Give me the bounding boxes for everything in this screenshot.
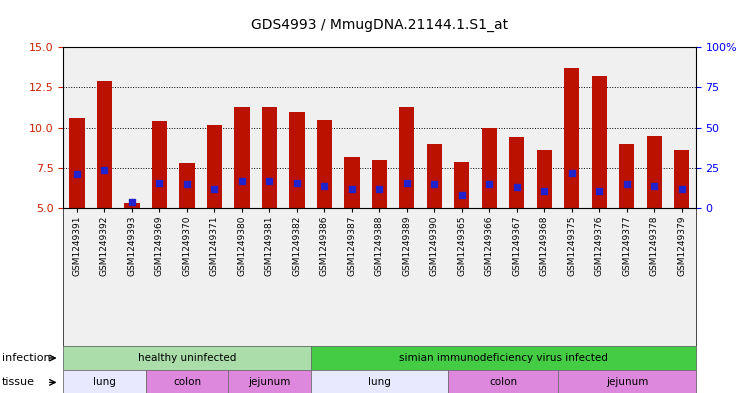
Bar <box>97 81 112 208</box>
Point <box>318 183 330 189</box>
Point <box>621 181 633 187</box>
Text: GSM1249391: GSM1249391 <box>72 215 82 275</box>
Text: tissue: tissue <box>2 377 35 387</box>
Text: GSM1249368: GSM1249368 <box>540 215 549 275</box>
Bar <box>537 150 552 208</box>
Text: GSM1249366: GSM1249366 <box>485 215 494 275</box>
Point <box>236 178 248 184</box>
Point <box>181 181 193 187</box>
Bar <box>510 138 525 208</box>
Text: GDS4993 / MmugDNA.21144.1.S1_at: GDS4993 / MmugDNA.21144.1.S1_at <box>251 18 508 32</box>
Bar <box>647 136 662 208</box>
Bar <box>674 150 690 208</box>
Text: GSM1249392: GSM1249392 <box>100 215 109 275</box>
Bar <box>234 107 249 208</box>
Text: GSM1249381: GSM1249381 <box>265 215 274 275</box>
Text: colon: colon <box>173 377 201 387</box>
Text: GSM1249370: GSM1249370 <box>182 215 191 275</box>
Bar <box>427 144 442 208</box>
Text: infection: infection <box>2 353 51 363</box>
Text: GSM1249377: GSM1249377 <box>623 215 632 275</box>
Bar <box>317 119 332 208</box>
Bar <box>344 157 359 208</box>
Text: GSM1249379: GSM1249379 <box>677 215 687 275</box>
Point <box>676 186 688 192</box>
Text: GSM1249386: GSM1249386 <box>320 215 329 275</box>
Bar <box>482 128 497 208</box>
Text: GSM1249387: GSM1249387 <box>347 215 356 275</box>
Bar <box>591 76 607 208</box>
Bar <box>69 118 85 208</box>
Point <box>208 186 220 192</box>
Text: GSM1249369: GSM1249369 <box>155 215 164 275</box>
Bar <box>289 112 304 208</box>
Text: healthy uninfected: healthy uninfected <box>138 353 236 363</box>
Point <box>539 187 551 194</box>
Text: GSM1249382: GSM1249382 <box>292 215 301 275</box>
Bar <box>455 162 469 208</box>
Point <box>71 171 83 178</box>
Bar <box>124 204 140 208</box>
Bar <box>207 125 222 208</box>
Text: GSM1249389: GSM1249389 <box>403 215 411 275</box>
Point <box>98 167 110 173</box>
Text: GSM1249380: GSM1249380 <box>237 215 246 275</box>
Text: GSM1249388: GSM1249388 <box>375 215 384 275</box>
Bar <box>619 144 635 208</box>
Point <box>126 199 138 205</box>
Text: GSM1249371: GSM1249371 <box>210 215 219 275</box>
Text: simian immunodeficiency virus infected: simian immunodeficiency virus infected <box>399 353 608 363</box>
Text: jejunum: jejunum <box>606 377 648 387</box>
Text: GSM1249376: GSM1249376 <box>595 215 604 275</box>
Text: GSM1249365: GSM1249365 <box>458 215 466 275</box>
Text: jejunum: jejunum <box>248 377 291 387</box>
Point <box>373 186 385 192</box>
Point <box>649 183 661 189</box>
Bar <box>372 160 387 208</box>
Text: GSM1249378: GSM1249378 <box>650 215 659 275</box>
Point <box>511 184 523 191</box>
Text: GSM1249390: GSM1249390 <box>430 215 439 275</box>
Point <box>594 187 606 194</box>
Bar <box>262 107 277 208</box>
Point <box>291 179 303 185</box>
Text: lung: lung <box>368 377 391 387</box>
Bar <box>152 121 167 208</box>
Point <box>153 179 165 185</box>
Text: GSM1249367: GSM1249367 <box>513 215 522 275</box>
Text: GSM1249393: GSM1249393 <box>127 215 136 275</box>
Point <box>401 179 413 185</box>
Point <box>456 192 468 198</box>
Point <box>566 170 578 176</box>
Point <box>429 181 440 187</box>
Text: GSM1249375: GSM1249375 <box>568 215 577 275</box>
Bar <box>400 107 414 208</box>
Point <box>346 186 358 192</box>
Point <box>263 178 275 184</box>
Bar <box>179 163 194 208</box>
Text: lung: lung <box>93 377 116 387</box>
Point <box>484 181 496 187</box>
Text: colon: colon <box>489 377 517 387</box>
Bar <box>565 68 580 208</box>
